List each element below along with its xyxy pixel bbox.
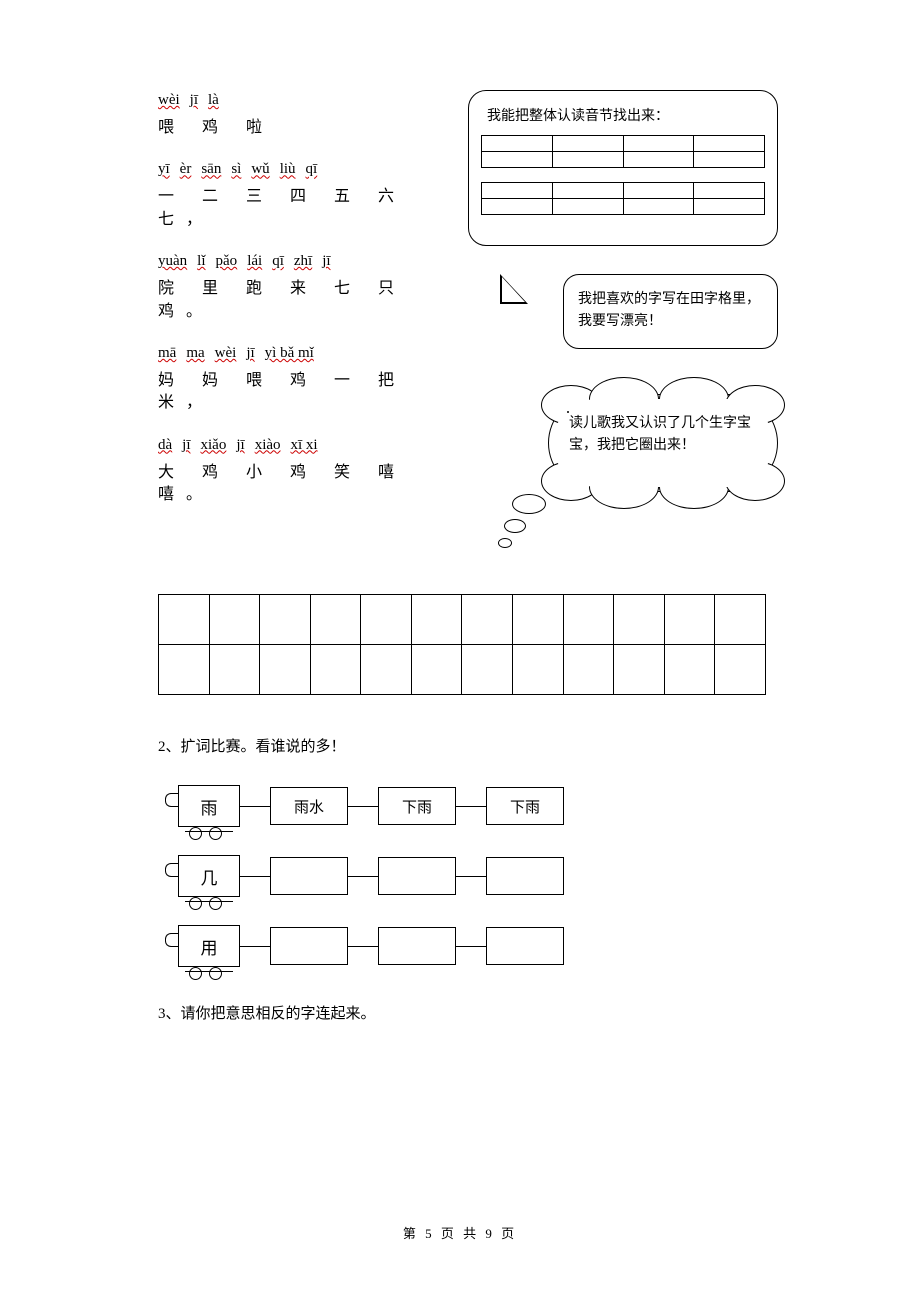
poem: wèijīlà 喂 鸡 啦 yīèrsānsìwǔliùqī 一 二 三 四 五 六 … — [158, 90, 448, 554]
bubble3-text: 读儿歌我又认识了几个生字宝宝，我把它圈出来！ — [569, 416, 751, 453]
pinyin-line: māmawèijīyì bǎ mǐ — [158, 343, 448, 364]
train-car: 雨水 — [270, 787, 348, 825]
train-car: 下雨 — [378, 787, 456, 825]
train-row: 雨雨水下雨下雨 — [178, 778, 778, 834]
page-footer: 第 5 页 共 9 页 — [0, 1223, 920, 1242]
bubble-cloud-new-chars: 读儿歌我又认识了几个生字宝宝，我把它圈出来！ — [548, 394, 778, 492]
train-row: 几 — [178, 848, 778, 904]
train-car — [378, 927, 456, 965]
train-car — [270, 927, 348, 965]
train-row: 用 — [178, 918, 778, 974]
bubble-write-chars: 我把喜欢的字写在田字格里，我要写漂亮！ — [563, 274, 778, 349]
hanzi-line: 一 二 三 四 五 六 七， — [158, 186, 448, 231]
train-area: 雨雨水下雨下雨几用 — [178, 778, 778, 974]
bubble2-text: 我把喜欢的字写在田字格里，我要写漂亮！ — [578, 292, 760, 329]
hanzi-line: 院 里 跑 来 七 只 鸡。 — [158, 278, 448, 323]
train-engine: 几 — [178, 855, 240, 897]
pinyin-line: yīèrsānsìwǔliùqī — [158, 159, 448, 180]
train-car — [378, 857, 456, 895]
train-engine: 用 — [178, 925, 240, 967]
hanzi-line: 妈 妈 喂 鸡 一 把 米， — [158, 370, 448, 415]
train-engine: 雨 — [178, 785, 240, 827]
train-car — [486, 927, 564, 965]
pinyin-line: yuànlǐpǎoláiqīzhījī — [158, 251, 448, 272]
syllable-table-1 — [481, 135, 765, 168]
hanzi-line: 大 鸡 小 鸡 笑 嘻 嘻。 — [158, 462, 448, 507]
syllable-table-2 — [481, 182, 765, 215]
train-car: 下雨 — [486, 787, 564, 825]
pinyin-line: dàjīxiǎojīxiàoxī xi — [158, 435, 448, 456]
train-car — [270, 857, 348, 895]
bubble1-title: 我能把整体认读音节找出来： — [481, 105, 765, 125]
hanzi-line: 喂 鸡 啦 — [158, 117, 448, 139]
bubbles-area: 我能把整体认读音节找出来： 我把喜欢的字写在田字格里，我要写漂亮！ — [468, 90, 778, 554]
train-car — [486, 857, 564, 895]
bubble-find-syllables: 我能把整体认读音节找出来： — [468, 90, 778, 246]
q2-prompt: 2、扩词比赛。看谁说的多！ — [158, 735, 778, 756]
q3-prompt: 3、请你把意思相反的字连起来。 — [158, 1002, 778, 1023]
pinyin-line: wèijīlà — [158, 90, 448, 111]
writing-grid — [158, 594, 766, 695]
